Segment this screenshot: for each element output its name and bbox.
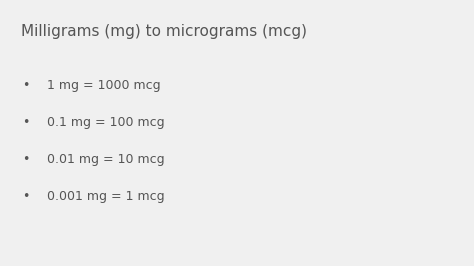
Text: 0.01 mg = 10 mcg: 0.01 mg = 10 mcg (47, 153, 165, 166)
Text: 0.001 mg = 1 mcg: 0.001 mg = 1 mcg (47, 190, 165, 203)
Text: 1 mg = 1000 mcg: 1 mg = 1000 mcg (47, 79, 161, 92)
Text: •: • (22, 190, 30, 203)
Text: •: • (22, 153, 30, 166)
Text: 0.1 mg = 100 mcg: 0.1 mg = 100 mcg (47, 116, 165, 129)
Text: •: • (22, 116, 30, 129)
Text: Milligrams (mg) to micrograms (mcg): Milligrams (mg) to micrograms (mcg) (21, 24, 307, 39)
Text: •: • (22, 79, 30, 92)
